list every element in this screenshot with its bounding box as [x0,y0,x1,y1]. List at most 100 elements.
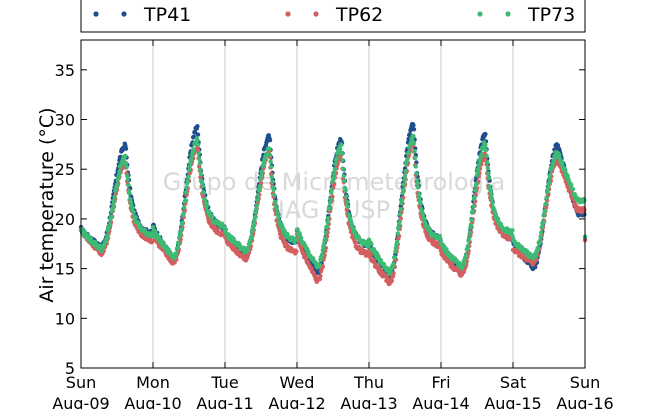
axes: 5 10 15 20 25 30 35 Sun Aug-09 Mon Aug-10 Tue Aug-11… [52,40,614,409]
data-point [268,159,273,164]
data-point [444,247,449,252]
data-point [183,198,188,203]
data-point [411,133,416,139]
data-point [398,207,403,212]
data-point [339,142,344,147]
data-point [317,262,322,267]
x-tick-label-date: Aug-15 [484,394,541,409]
data-point [546,184,551,189]
data-point [195,132,201,137]
data-point [331,174,336,180]
data-point [472,195,477,200]
data-point [258,173,264,178]
data-point [406,150,411,155]
data-point [197,156,202,162]
data-point [161,241,166,246]
data-point [485,165,490,171]
data-point [391,261,396,266]
data-point [483,142,488,148]
data-point [510,228,515,233]
data-point [114,182,120,187]
data-point [341,166,346,172]
data-point [414,177,420,183]
data-point [471,204,476,209]
data-point [546,180,552,185]
data-point [254,207,259,212]
data-point [270,179,275,184]
data-point [495,216,501,221]
legend-label: TP73 [527,4,575,26]
legend-marker [93,11,99,17]
data-point [130,205,135,211]
data-point [295,227,300,232]
data-point [107,222,113,227]
data-point [509,232,514,237]
series-tp73 [78,133,588,277]
data-point [257,187,262,192]
data-point [251,222,256,227]
y-tick-label: 10 [55,309,75,328]
plot-frame [80,39,586,369]
data-point [191,147,196,152]
data-point [353,240,358,245]
data-point [479,152,484,157]
data-point [533,253,538,259]
data-point [467,230,472,236]
data-point [123,153,128,159]
data-point [332,166,337,172]
data-point [111,201,116,206]
data-point [396,223,402,228]
data-point [369,241,374,247]
x-tick-label-date: Aug-12 [268,394,325,409]
data-point [344,199,349,204]
data-point [267,146,272,151]
data-point [397,219,402,225]
data-point [269,174,274,179]
data-point [124,164,129,170]
data-point [294,237,299,243]
data-point [189,156,194,161]
x-tick-label-date: Aug-13 [340,394,397,409]
data-point [405,157,410,162]
data-point [536,246,541,251]
data-point [332,171,337,176]
data-point [345,204,351,209]
data-point [269,164,274,170]
data-point [417,195,422,201]
legend-label: TP62 [335,4,383,26]
data-point [344,194,349,199]
data-point [483,147,489,153]
data-point [150,225,156,230]
grid-lines [152,40,514,368]
data-point [465,247,470,252]
data-point [403,169,408,174]
series-points [78,122,588,287]
legend-marker [477,11,483,17]
data-point [294,249,299,254]
data-point [544,195,549,200]
data-point [321,242,327,247]
data-point [492,210,498,215]
data-point [489,193,494,198]
data-point [476,166,481,172]
data-point [181,211,186,216]
data-point [399,197,405,203]
data-point [267,152,273,158]
x-tick-label-day: Sun [66,373,96,392]
data-point [201,190,207,196]
data-point [255,197,260,203]
data-point [246,246,251,251]
data-point [200,184,205,189]
data-point [178,232,183,237]
data-point [381,262,387,267]
data-point [473,188,478,193]
data-point [543,201,549,206]
data-point [197,161,202,166]
data-point [467,235,472,241]
data-point [299,235,304,241]
data-point [125,177,130,182]
data-point [411,141,417,146]
data-point [340,158,345,163]
data-point [196,151,201,156]
data-point [334,156,339,161]
